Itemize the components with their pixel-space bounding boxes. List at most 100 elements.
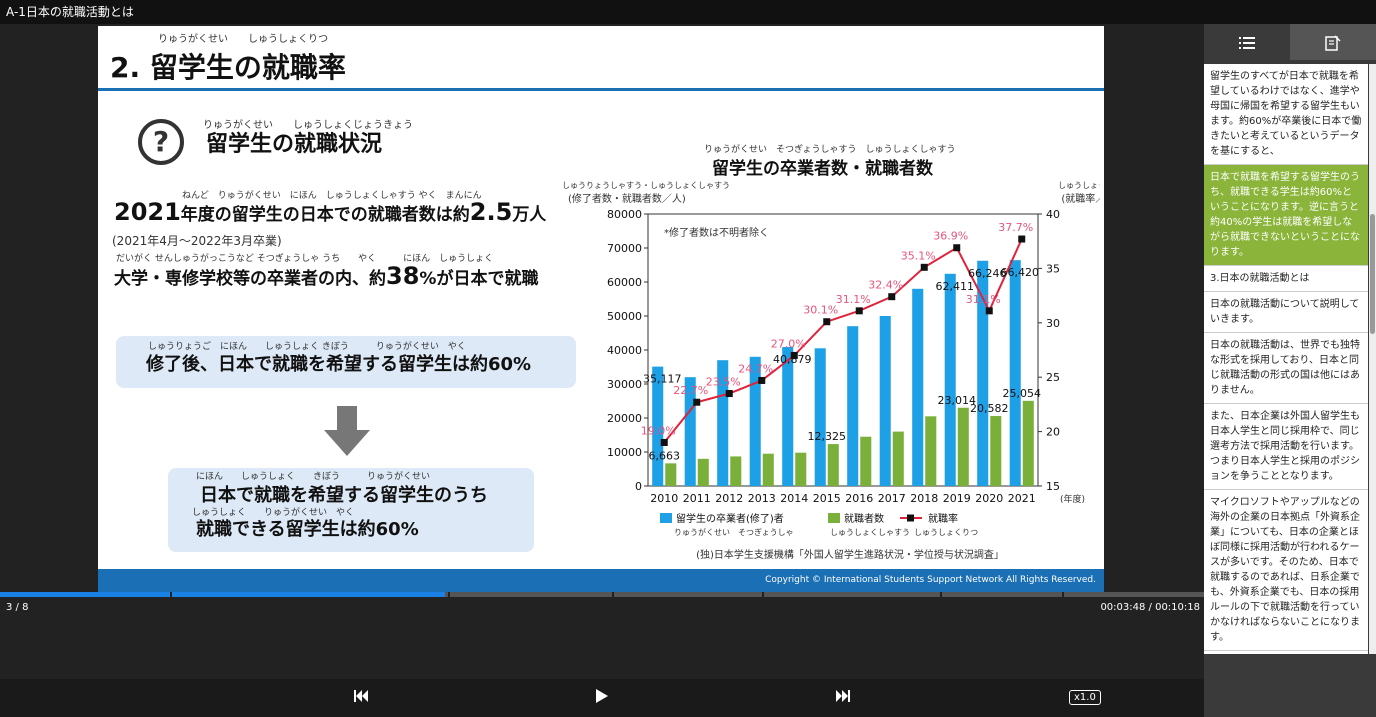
transcript-segment[interactable]: 日本の就職活動は、世界でも独特な形式を採用しており、日本と同じ就職活動の形式の国… xyxy=(1204,333,1368,404)
value-label-graduates: 66,246 xyxy=(968,267,1007,280)
box2-ruby-1: にほん しゅうしょく きぼう りゅうがくせい xyxy=(196,472,431,482)
y-tick-label: 60000 xyxy=(607,276,642,289)
transcript-segment[interactable]: 3.日本の就職活動とは xyxy=(1204,266,1368,292)
rate-label: 31.1% xyxy=(836,293,871,306)
bar-graduates xyxy=(1009,260,1021,486)
rate-label: 24.7% xyxy=(738,362,773,375)
section-title: 留学生の就職状況 xyxy=(206,132,383,157)
x-tick-label: 2017 xyxy=(878,492,906,505)
skip-back-icon[interactable] xyxy=(352,687,370,709)
transcript-segment[interactable]: マイクロソフトやアップルなどの海外の企業の日本拠点「外資系企業」についても、日本… xyxy=(1204,490,1368,651)
bar-employed xyxy=(925,416,937,486)
sidebar-tabs xyxy=(1204,24,1376,60)
x-tick-label: 2020 xyxy=(975,492,1003,505)
chapter-marker xyxy=(170,592,172,597)
box2-line-2: 就職できる留学生は約60% xyxy=(196,519,419,540)
bar-graduates xyxy=(879,316,891,486)
value-label-graduates: 66,420 xyxy=(1001,266,1040,279)
seek-bar-fill xyxy=(0,592,446,597)
transcript-scrollbar[interactable] xyxy=(1369,64,1376,654)
legend-ruby-graduates: りゅうがくせい そつぎょうしゃ xyxy=(674,527,794,537)
chart-title: 留学生の卒業者数・就職者数 xyxy=(712,159,933,179)
legend-swatch-graduates xyxy=(660,513,672,523)
title-ruby: りゅうがくせい しゅうしょくりつ xyxy=(158,34,329,45)
x-tick-label: 2018 xyxy=(910,492,938,505)
rate-label: 23.5% xyxy=(706,376,741,389)
scrollbar-thumb[interactable] xyxy=(1370,214,1375,334)
rate-label: 31.1% xyxy=(966,293,1001,306)
info-box-1 xyxy=(116,336,576,388)
bar-graduates xyxy=(944,273,956,486)
legend-marker-rate xyxy=(907,514,914,522)
line1-ruby: ねんど りゅうがくせい にほん しゅうしょくしゃすう やく まんにん xyxy=(182,191,482,201)
rate-marker xyxy=(693,398,701,406)
rate-marker xyxy=(920,263,928,271)
x-tick-label: 2013 xyxy=(748,492,776,505)
seek-bar[interactable] xyxy=(0,592,1204,597)
stat-text: 年度の留学生の日本での就職者数は約 xyxy=(180,205,470,225)
bar-graduates xyxy=(782,347,794,486)
y-tick-label: 80000 xyxy=(607,208,642,221)
y-tick-label: 30000 xyxy=(607,378,642,391)
date-note: (2021年4月～2022年3月卒業) xyxy=(112,234,282,248)
rate-label: 19.0% xyxy=(641,424,676,437)
bar-employed xyxy=(730,456,742,486)
bar-employed xyxy=(697,458,709,486)
x-axis-label: (年度) xyxy=(1060,493,1085,505)
chapter-marker xyxy=(762,592,764,597)
bar-graduates xyxy=(652,366,664,486)
bar-employed xyxy=(665,463,677,486)
rate-marker xyxy=(660,438,668,446)
value-label-graduates: 40,879 xyxy=(773,353,812,366)
y-tick-label: 20000 xyxy=(607,412,642,425)
chapter-marker xyxy=(448,592,450,597)
rate-marker xyxy=(1018,235,1026,243)
rate-label: 37.7% xyxy=(998,221,1033,234)
bar-employed xyxy=(795,452,807,486)
bar-employed xyxy=(860,436,872,486)
transcript-segment[interactable]: 留学生のすべてが日本で就職を希望しているわけではなく、進学や母国に帰国を希望する… xyxy=(1204,64,1368,165)
y2-axis-label-ruby: しゅうしょくりつ xyxy=(1058,181,1100,190)
transcript-segment[interactable]: 日本で就職を希望する留学生のうち、就職できる学生は約60%ということになります。… xyxy=(1204,165,1368,266)
transcript-list[interactable]: 留学生のすべてが日本で就職を希望しているわけではなく、進学や母国に帰国を希望する… xyxy=(1204,64,1368,654)
x-tick-label: 2016 xyxy=(845,492,873,505)
rate-line xyxy=(663,238,1023,444)
bar-employed xyxy=(957,407,969,486)
chart-source: (独)日本学生支援機構「外国人留学生進路状況・学位授与状況調査」 xyxy=(696,548,1004,561)
legend-label-employed: 就職者数 xyxy=(844,512,884,525)
box1-ruby: しゅうりょうご にほん しゅうしょく きぼう りゅうがくせい やく xyxy=(148,342,466,352)
slide-footer: Copyright © International Students Suppo… xyxy=(98,569,1104,592)
rate-label: 22.7% xyxy=(673,384,708,397)
x-tick-label: 2010 xyxy=(650,492,678,505)
y2-tick-label: 40 xyxy=(1046,208,1060,221)
list-icon[interactable] xyxy=(1204,24,1290,60)
video-player: りゅうがくせい しゅうしょくりつ 2. 留学生の就職率 ? りゅうがくせい しゅ… xyxy=(0,24,1204,717)
bar-employed xyxy=(990,416,1002,486)
playback-speed-button[interactable]: x1.0 xyxy=(1069,690,1101,705)
legend-swatch-employed xyxy=(828,513,840,523)
control-bar: x1.0 xyxy=(0,679,1204,717)
rate-marker xyxy=(888,293,896,301)
y-axis-label: (修了者数・就職者数／人) xyxy=(568,192,686,205)
bar-graduates xyxy=(977,260,989,486)
notes-icon[interactable] xyxy=(1290,24,1376,60)
transcript-segment[interactable]: また、日本企業は外国人留学生も日本人学生と同じ採用枠で、同じ選考方法で採用活動を… xyxy=(1204,404,1368,490)
rate-label: 27.0% xyxy=(771,337,806,350)
value-label-employed: 20,582 xyxy=(970,402,1009,415)
time-display: 00:03:48 / 00:10:18 xyxy=(1100,602,1200,613)
play-icon[interactable] xyxy=(594,687,610,709)
skip-forward-icon[interactable] xyxy=(834,687,852,709)
legend-ruby-rate: しゅうしょくりつ xyxy=(914,528,978,537)
rate-marker xyxy=(758,376,766,384)
value-label-employed: 25,054 xyxy=(1003,387,1042,400)
y2-tick-label: 15 xyxy=(1046,480,1060,493)
transcript-segment[interactable]: 日本の就職活動について説明していきます。 xyxy=(1204,292,1368,333)
bar-employed xyxy=(892,431,904,486)
rate-marker xyxy=(953,244,961,252)
chapter-marker xyxy=(612,592,614,597)
value-label-employed: 12,325 xyxy=(808,430,847,443)
y2-tick-label: 35 xyxy=(1046,262,1060,275)
value-label-graduates: 35,117 xyxy=(643,373,682,386)
line2-ruby: だいがく せんしゅうがっこうなど そつぎょうしゃ うち やく にほん しゅうしょ… xyxy=(116,254,494,264)
y2-axis-label: (就職率／%) xyxy=(1061,192,1100,205)
